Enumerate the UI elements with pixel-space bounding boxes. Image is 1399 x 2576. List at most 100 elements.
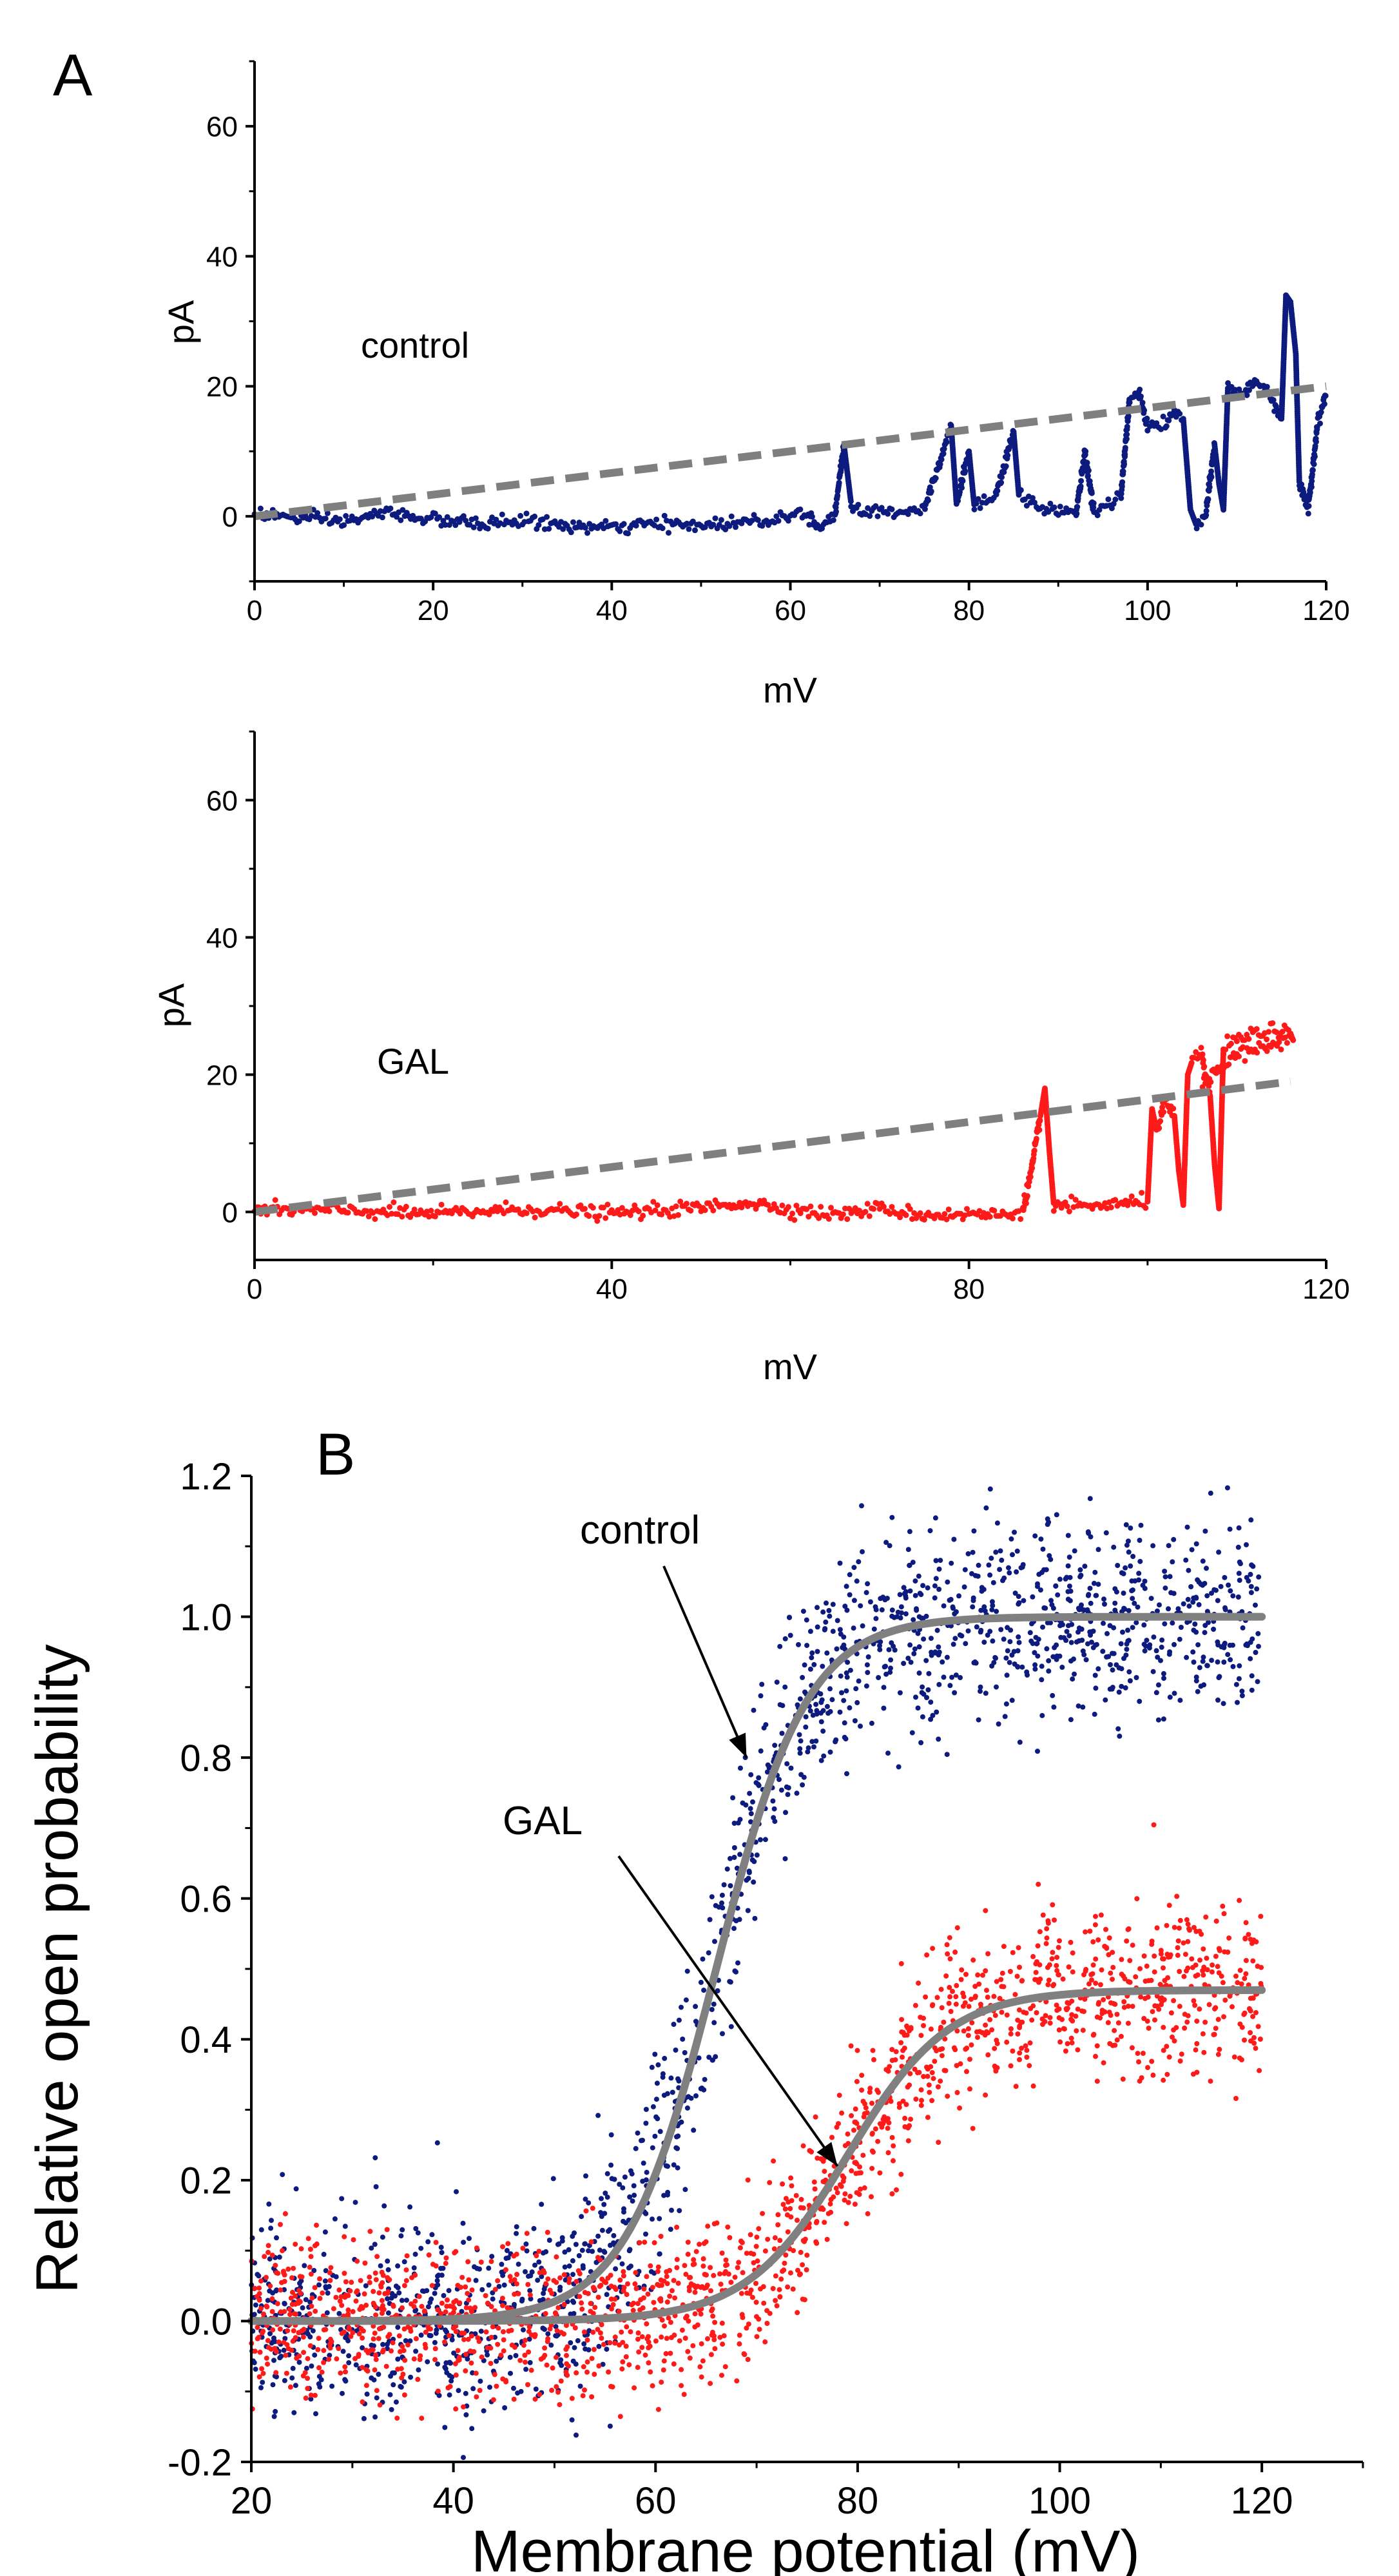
data-point: [748, 1819, 753, 1825]
trace-point: [797, 506, 804, 512]
trace-point: [864, 1201, 871, 1207]
chart-a-gal-x-tick-label: 80: [953, 1273, 985, 1305]
data-point: [900, 2098, 906, 2104]
data-point: [1152, 2017, 1157, 2023]
data-point: [834, 1646, 840, 1652]
data-point: [709, 1894, 715, 1900]
data-point: [653, 2114, 659, 2120]
data-point: [1196, 1602, 1202, 1607]
data-point: [619, 2366, 625, 2372]
data-point: [573, 2242, 579, 2247]
data-point: [708, 2265, 713, 2271]
data-point: [1146, 2026, 1152, 2031]
data-point: [735, 1960, 740, 1966]
trace-point: [517, 512, 524, 519]
data-point: [1008, 2026, 1014, 2031]
data-point: [321, 2251, 327, 2257]
data-point: [652, 2133, 658, 2139]
data-point: [798, 1772, 804, 1777]
data-point: [1086, 1981, 1092, 1987]
data-point: [317, 2296, 323, 2301]
trace-point: [438, 1201, 445, 1208]
data-point: [675, 2165, 680, 2171]
data-point: [675, 2280, 681, 2286]
data-point: [513, 2353, 519, 2358]
data-point: [1130, 1942, 1135, 1948]
trace-point: [1068, 1194, 1075, 1199]
data-point: [1133, 1974, 1139, 1980]
chart-a-control-marks: [251, 292, 1329, 537]
trace-point: [1198, 1045, 1204, 1051]
data-point: [827, 1613, 833, 1619]
data-point: [553, 2324, 559, 2330]
data-point: [465, 2290, 470, 2296]
trace-point: [943, 439, 950, 445]
data-point: [339, 2196, 345, 2202]
data-point: [1107, 1623, 1113, 1629]
data-point: [753, 2281, 758, 2286]
data-point: [353, 2362, 359, 2368]
data-point: [1012, 1591, 1018, 1596]
data-point: [655, 2062, 661, 2068]
data-point: [1004, 2039, 1010, 2045]
data-point: [1065, 1533, 1071, 1538]
data-point: [641, 2286, 647, 2292]
data-point: [1016, 1634, 1021, 1640]
data-point: [1044, 1926, 1050, 1932]
data-point: [460, 2220, 466, 2226]
data-point: [1082, 1564, 1088, 1569]
data-point: [1110, 1667, 1115, 1673]
data-point: [290, 2365, 296, 2371]
data-point: [693, 2019, 699, 2024]
trace-point: [1083, 448, 1089, 454]
data-point: [345, 2311, 351, 2317]
data-point: [395, 2263, 401, 2269]
data-point: [998, 1627, 1004, 1632]
data-point: [373, 2277, 379, 2283]
data-point: [1044, 1646, 1050, 1652]
data-point: [796, 1641, 801, 1647]
data-point: [345, 2338, 351, 2344]
data-point: [1172, 1641, 1177, 1647]
data-point: [898, 1615, 903, 1621]
data-point: [1083, 1657, 1089, 1663]
data-point: [1055, 1592, 1061, 1598]
data-point: [650, 2145, 655, 2151]
data-point: [787, 1614, 792, 1620]
trace-point: [1309, 478, 1315, 484]
data-point: [749, 1857, 755, 1863]
data-point: [1143, 1979, 1148, 1984]
data-point: [340, 2390, 345, 2396]
data-point: [451, 2350, 457, 2356]
data-point: [478, 2329, 484, 2334]
data-point: [782, 2260, 787, 2266]
data-point: [761, 2300, 767, 2306]
data-point: [1125, 1627, 1130, 1633]
data-point: [600, 2361, 606, 2367]
chart-a-gal-x-tick-label: 40: [596, 1273, 628, 1305]
data-point: [400, 2227, 405, 2232]
chart-a-gal-x-tick-label: 0: [247, 1273, 262, 1305]
data-point: [876, 2089, 881, 2095]
data-point: [442, 2425, 448, 2430]
data-point: [389, 2407, 394, 2412]
data-point: [260, 2379, 265, 2385]
data-point: [1177, 1698, 1183, 1703]
data-point: [1216, 1675, 1222, 1680]
data-point: [1200, 1658, 1206, 1664]
data-point: [362, 2260, 368, 2266]
data-point: [449, 2378, 454, 2384]
data-point: [419, 2416, 425, 2421]
data-point: [771, 2246, 777, 2252]
data-point: [1257, 2037, 1263, 2042]
trace-point: [257, 505, 264, 512]
trace-point: [535, 522, 542, 528]
data-point: [859, 2087, 865, 2093]
data-point: [1066, 1633, 1072, 1639]
trace-point: [889, 1204, 895, 1210]
data-point: [1256, 1574, 1262, 1580]
data-point: [751, 1879, 757, 1885]
data-point: [671, 2162, 677, 2168]
data-point: [793, 2193, 799, 2198]
data-point: [692, 2289, 698, 2295]
